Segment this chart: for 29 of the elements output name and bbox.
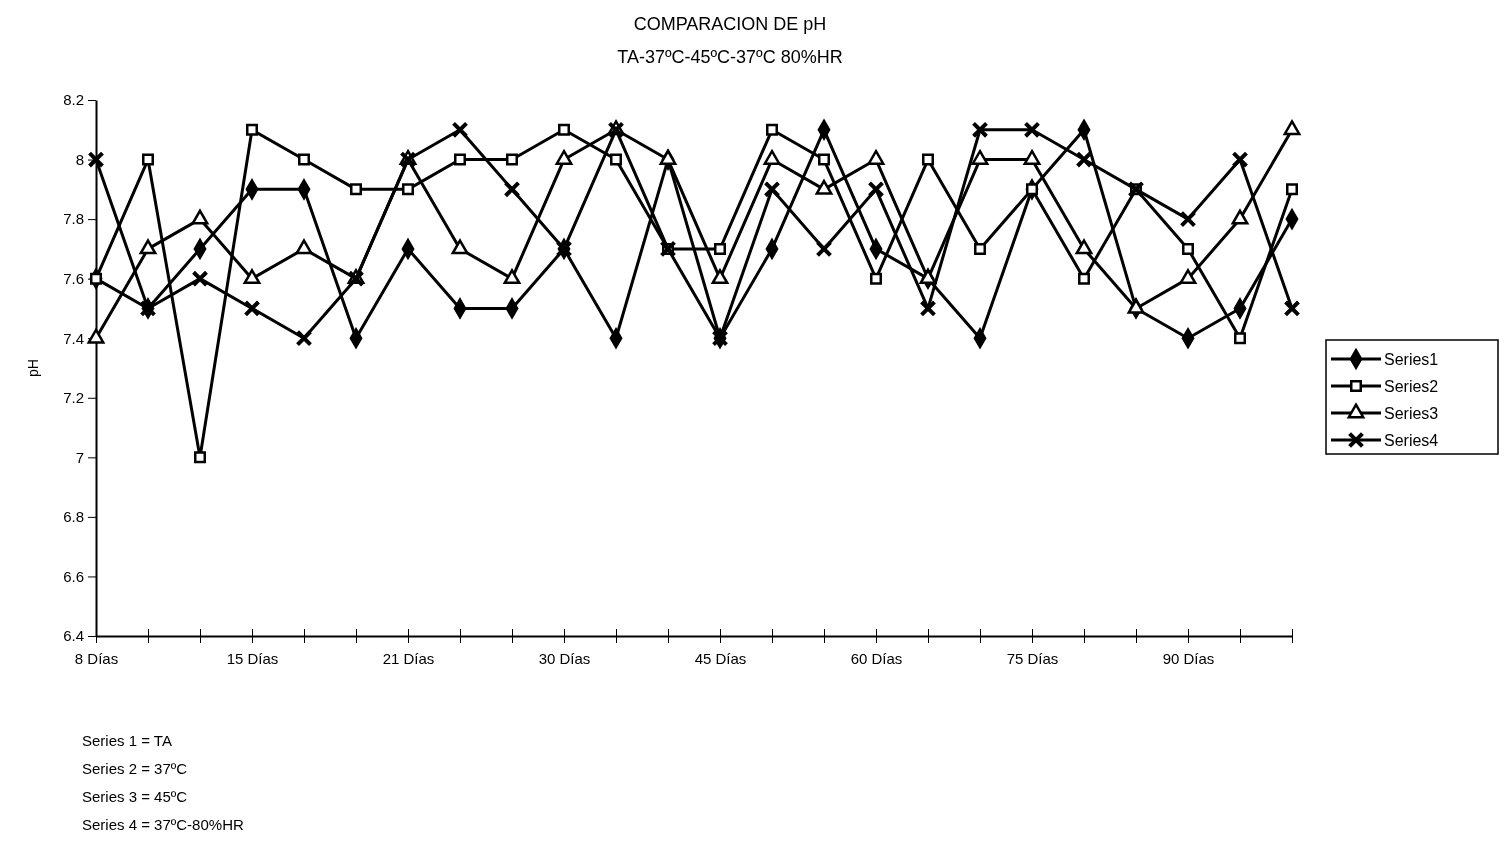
y-tick-label: 6.4 xyxy=(63,627,84,645)
text: Series 2 = 37ºC xyxy=(82,760,188,777)
x-tick-label: 75 Días xyxy=(1006,650,1059,667)
chart-title: COMPARACION DE pH xyxy=(633,14,827,34)
y-tick-label: 6.6 xyxy=(63,567,84,585)
text: Series 1 = TA xyxy=(82,732,172,749)
legend-label: Series3 xyxy=(1384,405,1439,422)
x-tick-label: 90 Días xyxy=(1162,650,1215,667)
x-tick-label: 8 Días xyxy=(74,650,119,667)
y-tick-label: 7.8 xyxy=(63,210,84,228)
x-tick-label: 45 Días xyxy=(694,650,747,667)
text: Series 4 = 37ºC-80%HR xyxy=(82,816,244,833)
y-tick-label: 7.2 xyxy=(63,389,84,407)
legend-label: Series1 xyxy=(1384,351,1439,368)
y-tick-label: 7.4 xyxy=(63,329,84,347)
x-tick-label: 30 Días xyxy=(538,650,591,667)
chart-subtitle: TA-37ºC-45ºC-37ºC 80%HR xyxy=(617,47,843,67)
y-tick-label: 7.6 xyxy=(63,269,84,287)
y-tick-label: 8.2 xyxy=(63,91,84,109)
y-tick-label: 7 xyxy=(75,448,84,466)
y-tick-label: 6.8 xyxy=(63,508,84,526)
y-axis-title: pH xyxy=(25,359,41,377)
legend-label: Series4 xyxy=(1384,432,1439,449)
x-tick-label: 60 Días xyxy=(850,650,903,667)
x-tick-label: 15 Días xyxy=(226,650,279,667)
y-tick-label: 8 xyxy=(75,150,84,168)
text: Series 3 = 45ºC xyxy=(82,788,188,805)
x-tick-label: 21 Días xyxy=(382,650,435,667)
legend-label: Series2 xyxy=(1384,378,1439,395)
